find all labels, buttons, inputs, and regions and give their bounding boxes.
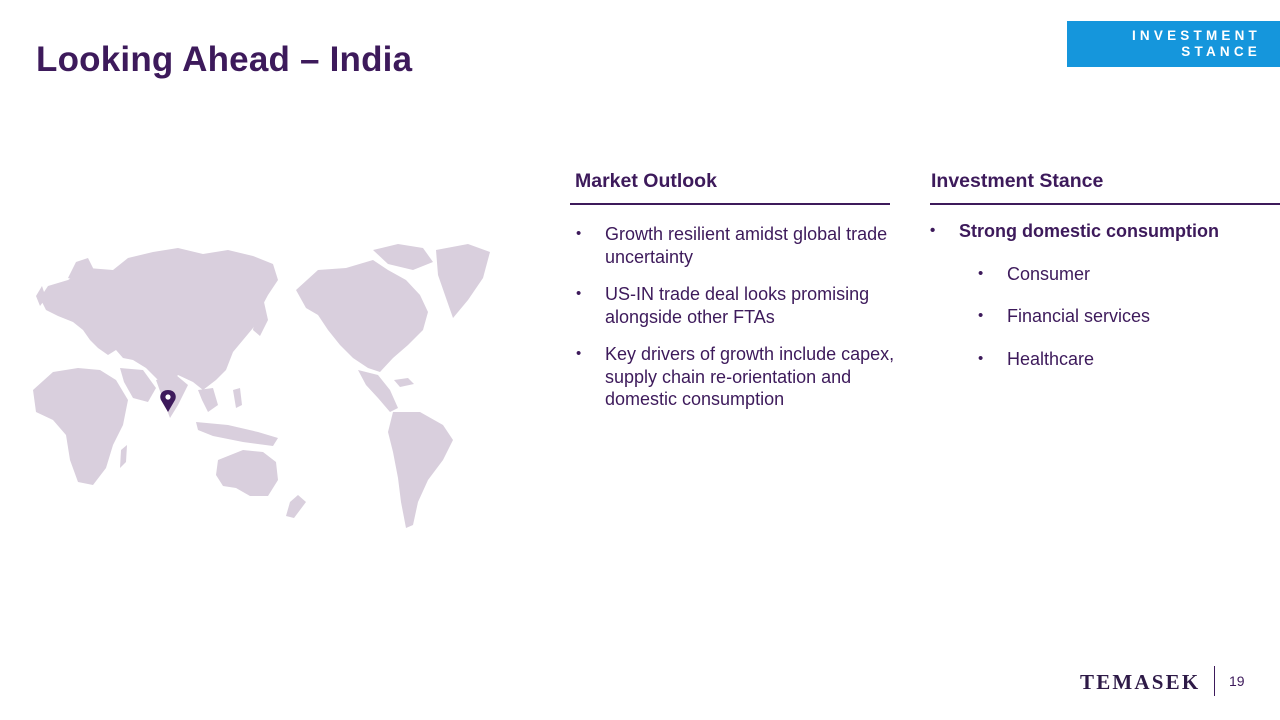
page-title: Looking Ahead – India <box>36 40 413 79</box>
list-item: Growth resilient amidst global trade unc… <box>570 223 915 268</box>
list-item: Financial services <box>972 305 1274 328</box>
philippines-shape <box>233 388 242 408</box>
north-america-shape <box>296 260 428 372</box>
list-item: Key drivers of growth include capex, sup… <box>570 343 915 411</box>
uk-shape <box>36 286 46 306</box>
caribbean-shape <box>394 378 414 387</box>
central-america-shape <box>358 370 398 412</box>
list-item: Consumer <box>972 263 1274 286</box>
arctic-islands-shape <box>373 244 433 270</box>
australia-shape <box>216 450 278 496</box>
badge-line-1: INVESTMENT <box>1131 28 1261 43</box>
investment-stance-divider <box>930 203 1280 205</box>
market-outlook-list: Growth resilient amidst global trade unc… <box>570 223 915 426</box>
badge-line-2: STANCE <box>1181 44 1261 59</box>
world-map <box>33 244 490 528</box>
japan-shape <box>253 302 268 336</box>
south-america-shape <box>388 412 453 528</box>
new-zealand-shape <box>286 495 306 518</box>
list-item: Strong domestic consumption <box>924 220 1274 243</box>
arabia-shape <box>120 368 156 402</box>
se-asia-shape <box>198 388 218 412</box>
market-outlook-divider <box>570 203 890 205</box>
location-pin-icon <box>160 390 176 412</box>
temasek-logo: TEMASEK <box>1080 670 1201 694</box>
market-outlook-heading: Market Outlook <box>575 170 717 192</box>
madagascar-shape <box>120 445 127 468</box>
list-item: US-IN trade deal looks promising alongsi… <box>570 283 915 328</box>
africa-shape <box>33 368 128 485</box>
list-item: Healthcare <box>972 348 1274 371</box>
section-badge: INVESTMENT STANCE <box>1067 21 1280 67</box>
scandinavia-shape <box>68 258 94 284</box>
eurasia-shape <box>40 248 278 390</box>
footer-divider <box>1214 666 1215 696</box>
greenland-shape <box>436 244 490 318</box>
investment-stance-heading: Investment Stance <box>931 170 1104 192</box>
indonesia-shape <box>196 422 278 446</box>
investment-stance-list: Strong domestic consumption Consumer Fin… <box>924 220 1274 390</box>
page-number: 19 <box>1229 673 1245 689</box>
